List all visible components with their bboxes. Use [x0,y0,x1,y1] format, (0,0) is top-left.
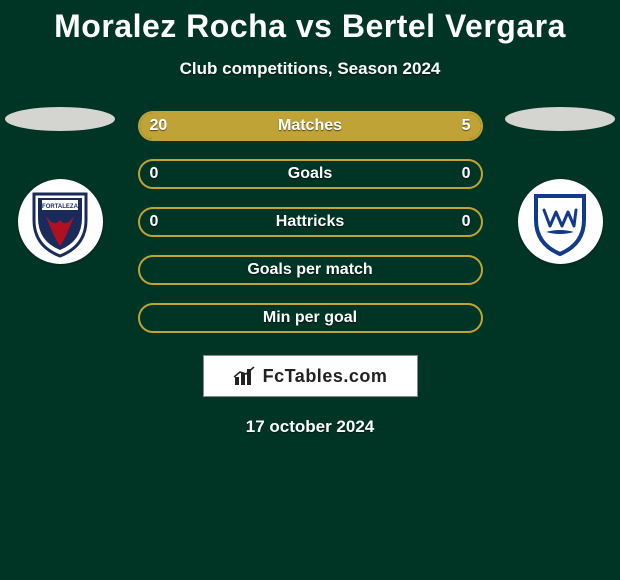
stat-label: Matches [278,117,342,135]
stat-label: Hattricks [276,213,344,231]
page-title: Moralez Rocha vs Bertel Vergara [0,0,620,45]
stat-label: Goals per match [247,261,372,279]
away-player-silhouette-base [505,107,615,131]
stat-value-home: 0 [150,165,159,183]
report-date: 17 october 2024 [0,417,620,437]
stat-row: Matches 20 5 [138,111,483,141]
bar-chart-icon [233,365,257,387]
stat-row: Hattricks 0 0 [138,207,483,237]
stats-list: Matches 20 5 Goals 0 0 Hattricks 0 0 Goals per ma… [138,107,483,333]
stat-row: Goals per match [138,255,483,285]
brand-text: FcTables.com [263,366,388,387]
away-player-club-crest [518,179,603,264]
millonarios-crest-icon [524,186,596,258]
stat-value-away: 0 [462,213,471,231]
stat-value-home: 0 [150,213,159,231]
stat-row: Min per goal [138,303,483,333]
brand-attribution[interactable]: FcTables.com [203,355,418,397]
stat-value-away: 0 [462,165,471,183]
stat-value-away: 5 [462,117,471,135]
home-player-silhouette-base [5,107,115,131]
stat-label: Min per goal [263,309,357,327]
home-player-column: FORTALEZA [0,107,120,264]
stat-fill-home [140,113,413,139]
away-player-column [500,107,620,264]
home-player-club-crest: FORTALEZA [18,179,103,264]
svg-text:FORTALEZA: FORTALEZA [42,204,79,210]
fortaleza-crest-icon: FORTALEZA [24,186,96,258]
comparison-stage: FORTALEZA Matches205Goals00Hattricks00Go… [0,107,620,333]
stat-row: Goals 0 0 [138,159,483,189]
subtitle: Club competitions, Season 2024 [0,59,620,79]
stat-label: Goals [288,165,332,183]
stat-value-home: 20 [150,117,168,135]
